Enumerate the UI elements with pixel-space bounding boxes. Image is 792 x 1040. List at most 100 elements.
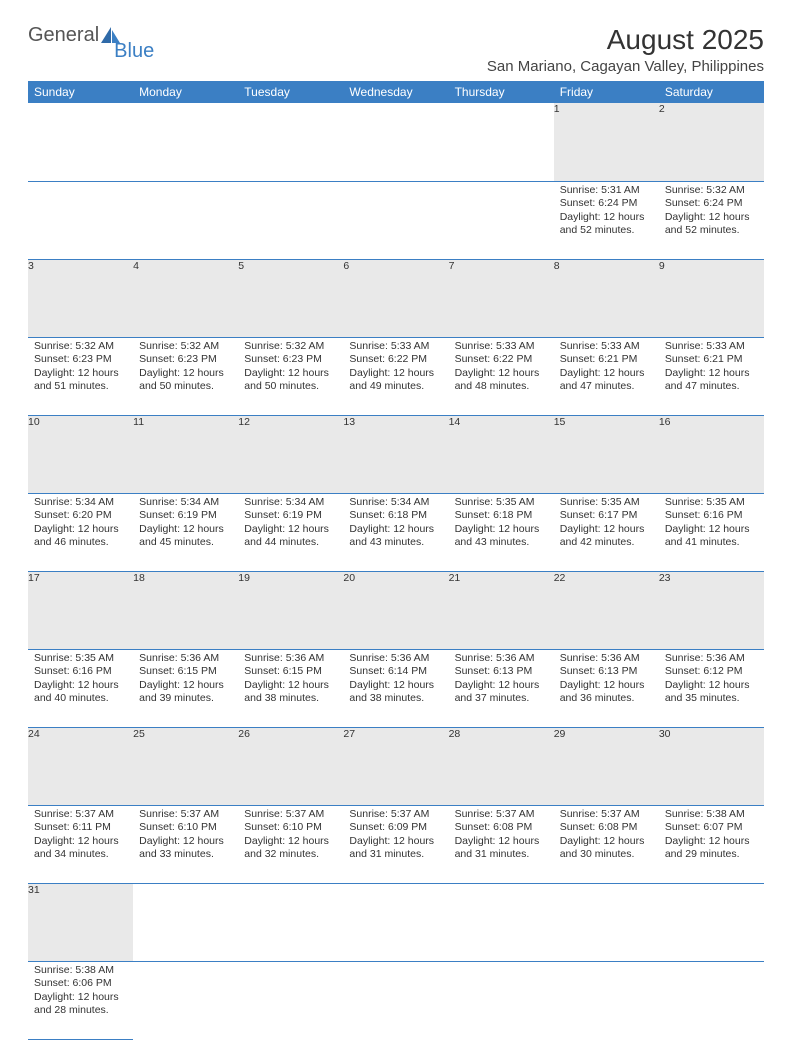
sunset-text: Sunset: 6:07 PM <box>665 821 758 835</box>
day-number-cell <box>449 883 554 961</box>
daynum-row: 3456789 <box>28 259 764 337</box>
daylight-text: Daylight: 12 hours <box>665 367 758 381</box>
day-cell: Sunrise: 5:34 AMSunset: 6:19 PMDaylight:… <box>238 493 343 571</box>
daylight-text: Daylight: 12 hours <box>560 679 653 693</box>
title-block: August 2025 San Mariano, Cagayan Valley,… <box>487 24 764 75</box>
day-number-cell: 10 <box>28 415 133 493</box>
sunset-text: Sunset: 6:16 PM <box>34 665 127 679</box>
day-cell <box>133 181 238 259</box>
sunrise-text: Sunrise: 5:38 AM <box>34 964 127 978</box>
day-cell: Sunrise: 5:38 AMSunset: 6:07 PMDaylight:… <box>659 805 764 883</box>
daylight-text: Daylight: 12 hours <box>455 679 548 693</box>
day-cell: Sunrise: 5:33 AMSunset: 6:21 PMDaylight:… <box>554 337 659 415</box>
day-number-cell: 3 <box>28 259 133 337</box>
day-cell: Sunrise: 5:36 AMSunset: 6:13 PMDaylight:… <box>554 649 659 727</box>
daynum-row: 10111213141516 <box>28 415 764 493</box>
sunrise-text: Sunrise: 5:33 AM <box>560 340 653 354</box>
sunset-text: Sunset: 6:13 PM <box>560 665 653 679</box>
weekday-header-row: Sunday Monday Tuesday Wednesday Thursday… <box>28 81 764 103</box>
sunset-text: Sunset: 6:08 PM <box>560 821 653 835</box>
daylight-text: Daylight: 12 hours <box>34 679 127 693</box>
sunset-text: Sunset: 6:08 PM <box>455 821 548 835</box>
sunrise-text: Sunrise: 5:33 AM <box>455 340 548 354</box>
day-cell: Sunrise: 5:35 AMSunset: 6:16 PMDaylight:… <box>28 649 133 727</box>
day-number-cell: 12 <box>238 415 343 493</box>
sunset-text: Sunset: 6:12 PM <box>665 665 758 679</box>
day-cell: Sunrise: 5:36 AMSunset: 6:12 PMDaylight:… <box>659 649 764 727</box>
daylight-text: and 51 minutes. <box>34 380 127 394</box>
sunset-text: Sunset: 6:22 PM <box>349 353 442 367</box>
brand-part1: General <box>28 24 99 47</box>
daynum-row: 12 <box>28 103 764 181</box>
day-number-cell: 25 <box>133 727 238 805</box>
sunset-text: Sunset: 6:19 PM <box>244 509 337 523</box>
sunrise-text: Sunrise: 5:32 AM <box>665 184 758 198</box>
day-number-cell <box>28 103 133 181</box>
day-cell: Sunrise: 5:37 AMSunset: 6:10 PMDaylight:… <box>238 805 343 883</box>
sunrise-text: Sunrise: 5:35 AM <box>455 496 548 510</box>
sunrise-text: Sunrise: 5:35 AM <box>34 652 127 666</box>
day-number-cell: 30 <box>659 727 764 805</box>
day-number-cell <box>554 883 659 961</box>
sunrise-text: Sunrise: 5:37 AM <box>560 808 653 822</box>
day-cell: Sunrise: 5:35 AMSunset: 6:18 PMDaylight:… <box>449 493 554 571</box>
day-number-cell: 27 <box>343 727 448 805</box>
day-number-cell: 20 <box>343 571 448 649</box>
day-cell <box>133 961 238 1039</box>
sunrise-text: Sunrise: 5:37 AM <box>349 808 442 822</box>
daylight-text: and 35 minutes. <box>665 692 758 706</box>
day-number-cell: 17 <box>28 571 133 649</box>
daylight-text: and 44 minutes. <box>244 536 337 550</box>
daylight-text: Daylight: 12 hours <box>349 835 442 849</box>
day-cell: Sunrise: 5:36 AMSunset: 6:15 PMDaylight:… <box>133 649 238 727</box>
daylight-text: and 34 minutes. <box>34 848 127 862</box>
daylight-text: Daylight: 12 hours <box>34 835 127 849</box>
week-row: Sunrise: 5:35 AMSunset: 6:16 PMDaylight:… <box>28 649 764 727</box>
daylight-text: and 33 minutes. <box>139 848 232 862</box>
sunrise-text: Sunrise: 5:31 AM <box>560 184 653 198</box>
sunset-text: Sunset: 6:10 PM <box>139 821 232 835</box>
day-cell: Sunrise: 5:32 AMSunset: 6:24 PMDaylight:… <box>659 181 764 259</box>
sunrise-text: Sunrise: 5:36 AM <box>560 652 653 666</box>
sunset-text: Sunset: 6:20 PM <box>34 509 127 523</box>
day-number-cell: 6 <box>343 259 448 337</box>
daylight-text: Daylight: 12 hours <box>455 523 548 537</box>
day-number-cell <box>238 883 343 961</box>
week-row: Sunrise: 5:38 AMSunset: 6:06 PMDaylight:… <box>28 961 764 1039</box>
sunrise-text: Sunrise: 5:32 AM <box>34 340 127 354</box>
day-cell: Sunrise: 5:36 AMSunset: 6:13 PMDaylight:… <box>449 649 554 727</box>
daylight-text: and 38 minutes. <box>244 692 337 706</box>
day-number-cell: 2 <box>659 103 764 181</box>
sunset-text: Sunset: 6:09 PM <box>349 821 442 835</box>
sunset-text: Sunset: 6:06 PM <box>34 977 127 991</box>
daylight-text: Daylight: 12 hours <box>665 211 758 225</box>
day-number-cell: 8 <box>554 259 659 337</box>
sunset-text: Sunset: 6:18 PM <box>455 509 548 523</box>
sunset-text: Sunset: 6:22 PM <box>455 353 548 367</box>
day-number-cell: 19 <box>238 571 343 649</box>
weekday-header: Friday <box>554 81 659 103</box>
sunrise-text: Sunrise: 5:33 AM <box>349 340 442 354</box>
daylight-text: Daylight: 12 hours <box>349 679 442 693</box>
day-cell: Sunrise: 5:33 AMSunset: 6:22 PMDaylight:… <box>343 337 448 415</box>
daylight-text: and 42 minutes. <box>560 536 653 550</box>
sunrise-text: Sunrise: 5:32 AM <box>139 340 232 354</box>
daylight-text: and 46 minutes. <box>34 536 127 550</box>
weekday-header: Saturday <box>659 81 764 103</box>
daylight-text: Daylight: 12 hours <box>665 523 758 537</box>
daylight-text: Daylight: 12 hours <box>665 679 758 693</box>
weekday-header: Monday <box>133 81 238 103</box>
day-number-cell <box>238 103 343 181</box>
sunrise-text: Sunrise: 5:38 AM <box>665 808 758 822</box>
day-number-cell <box>133 103 238 181</box>
daylight-text: and 50 minutes. <box>139 380 232 394</box>
day-cell: Sunrise: 5:33 AMSunset: 6:21 PMDaylight:… <box>659 337 764 415</box>
daylight-text: and 32 minutes. <box>244 848 337 862</box>
sunset-text: Sunset: 6:23 PM <box>34 353 127 367</box>
day-cell <box>659 961 764 1039</box>
day-number-cell: 1 <box>554 103 659 181</box>
daylight-text: and 41 minutes. <box>665 536 758 550</box>
day-number-cell: 9 <box>659 259 764 337</box>
daylight-text: and 38 minutes. <box>349 692 442 706</box>
daylight-text: Daylight: 12 hours <box>455 835 548 849</box>
